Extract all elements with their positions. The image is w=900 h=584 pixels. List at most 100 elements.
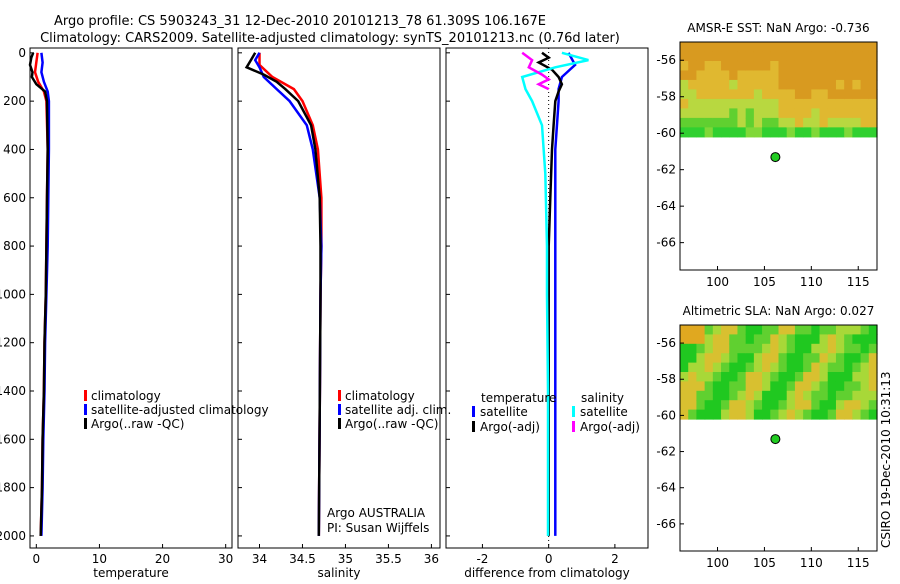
axes-frame bbox=[237, 47, 441, 549]
heatmap-cell bbox=[770, 390, 780, 401]
heatmap-cell bbox=[819, 334, 829, 345]
y-tick-label: -62 bbox=[656, 445, 676, 459]
heatmap-cell bbox=[680, 372, 689, 383]
heatmap-cell bbox=[803, 60, 812, 72]
heatmap-cell bbox=[827, 70, 837, 81]
legend-label: climatology bbox=[345, 389, 415, 403]
heatmap-cell bbox=[745, 343, 755, 354]
heatmap-cell bbox=[737, 372, 747, 383]
heatmap-cell bbox=[860, 353, 870, 364]
heatmap-cell bbox=[811, 390, 821, 401]
heatmap-cell bbox=[729, 334, 739, 345]
heatmap-cell bbox=[762, 117, 771, 128]
heatmap-cell bbox=[680, 409, 689, 420]
x-axis-label: temperature bbox=[93, 566, 168, 580]
x-tick-label: 35.5 bbox=[375, 552, 402, 566]
heatmap-cell bbox=[696, 400, 706, 411]
heatmap-cell bbox=[737, 79, 747, 91]
x-tick-label: 30 bbox=[218, 552, 233, 566]
heatmap-cell bbox=[868, 60, 878, 72]
heatmap-cell bbox=[811, 372, 821, 383]
heatmap-cell bbox=[680, 325, 689, 335]
heatmap-cell bbox=[860, 42, 870, 53]
heatmap-cell bbox=[712, 51, 722, 62]
heatmap-cell bbox=[778, 325, 788, 335]
heatmap-cell bbox=[737, 98, 747, 109]
heatmap-cell bbox=[811, 70, 821, 81]
heatmap-cell bbox=[860, 390, 870, 401]
argo-position-marker bbox=[770, 434, 781, 445]
heatmap-cell bbox=[696, 70, 706, 81]
heatmap-cell bbox=[770, 381, 780, 392]
heatmap-cell bbox=[680, 108, 689, 119]
heatmap-cell bbox=[688, 51, 698, 62]
heatmap-cell bbox=[835, 108, 845, 119]
y-tick-label: 1200 bbox=[0, 336, 26, 350]
heatmap-cell bbox=[827, 353, 837, 364]
heatmap-cell bbox=[794, 117, 804, 128]
heatmap-cell bbox=[803, 343, 812, 354]
heatmap-cell bbox=[835, 42, 845, 53]
heatmap-cell bbox=[704, 325, 714, 335]
legend-swatch bbox=[472, 406, 475, 417]
heatmap-cell bbox=[729, 362, 739, 373]
map-title: AMSR-E SST: NaN Argo: -0.736 bbox=[687, 21, 869, 35]
heatmap-cell bbox=[827, 60, 837, 72]
heatmap-cell bbox=[827, 89, 837, 100]
heatmap-cell bbox=[680, 79, 689, 91]
heatmap-cell bbox=[794, 51, 804, 62]
heatmap-cell bbox=[721, 409, 730, 420]
heatmap-cell bbox=[680, 381, 689, 392]
heatmap-cell bbox=[786, 79, 796, 91]
heatmap-cell bbox=[729, 325, 739, 335]
heatmap-cell bbox=[852, 325, 862, 335]
heatmap-cell bbox=[745, 60, 755, 72]
heatmap-cell bbox=[680, 334, 689, 345]
heatmap-cell bbox=[712, 400, 722, 411]
heatmap-cell bbox=[688, 409, 698, 420]
heatmap-cell bbox=[712, 409, 722, 420]
heatmap-cell bbox=[811, 362, 821, 373]
heatmap-cell bbox=[844, 390, 853, 401]
legend-label: satellite bbox=[480, 405, 528, 419]
heatmap-cell bbox=[712, 372, 722, 383]
heatmap-cell bbox=[868, 343, 878, 354]
heatmap-cell bbox=[786, 108, 796, 119]
legend-label: Argo(-adj) bbox=[580, 420, 640, 434]
heatmap-cell bbox=[704, 51, 714, 62]
heatmap-cell bbox=[811, 108, 821, 119]
heatmap-cell bbox=[860, 89, 870, 100]
heatmap-cell bbox=[753, 353, 763, 364]
heatmap-cell bbox=[868, 79, 878, 91]
heatmap-cell bbox=[729, 409, 739, 420]
heatmap-cell bbox=[786, 334, 796, 345]
heatmap-cell bbox=[778, 390, 788, 401]
heatmap-cell bbox=[786, 400, 796, 411]
heatmap-cell bbox=[844, 325, 853, 335]
heatmap-cell bbox=[753, 79, 763, 91]
heatmap-cell bbox=[811, 79, 821, 91]
heatmap-cell bbox=[762, 108, 771, 119]
heatmap-cell bbox=[688, 89, 698, 100]
heatmap-cell bbox=[704, 334, 714, 345]
heatmap-cell bbox=[827, 409, 837, 420]
x-tick-label: 0 bbox=[545, 552, 553, 566]
x-axis-label: difference from climatology bbox=[464, 566, 630, 580]
heatmap-cell bbox=[680, 400, 689, 411]
heatmap-cell bbox=[844, 51, 853, 62]
title-line2: Climatology: CARS2009. Satellite-adjuste… bbox=[40, 31, 620, 46]
heatmap-cell bbox=[844, 343, 853, 354]
heatmap-cell bbox=[770, 98, 780, 109]
heatmap-cell bbox=[868, 390, 878, 401]
heatmap-cell bbox=[786, 372, 796, 383]
heatmap-cell bbox=[827, 372, 837, 383]
heatmap-cell bbox=[737, 60, 747, 72]
heatmap-cell bbox=[835, 98, 845, 109]
heatmap-cell bbox=[770, 343, 780, 354]
heatmap-cell bbox=[778, 79, 788, 91]
heatmap-cell bbox=[868, 70, 878, 81]
y-tick-label: -56 bbox=[656, 53, 676, 67]
heatmap-cell bbox=[712, 79, 722, 91]
heatmap-cell bbox=[844, 98, 853, 109]
axes-frame bbox=[445, 47, 649, 549]
